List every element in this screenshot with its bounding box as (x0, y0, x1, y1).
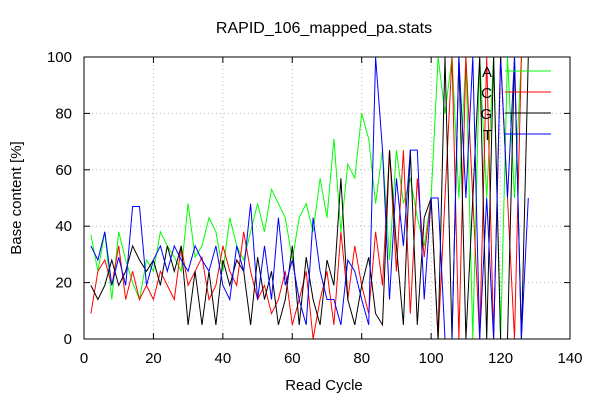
grid-lines (84, 57, 570, 339)
series-line-a (90, 56, 529, 340)
legend-label-a: A (482, 64, 492, 81)
x-tick-label: 120 (488, 350, 513, 367)
y-tick-label: 20 (55, 275, 72, 292)
series-line-g (90, 56, 529, 340)
plot-frame (83, 56, 571, 340)
x-tick-label: 100 (419, 350, 444, 367)
series-line-t (90, 56, 529, 340)
x-tick-label: 20 (145, 350, 162, 367)
x-tick-label: 140 (557, 350, 582, 367)
axis-ticks: 0 20 40 60 80 100 120 140 0 20 40 60 80 100 (47, 49, 583, 367)
y-tick-label: 60 (55, 162, 72, 179)
x-tick-label: 0 (80, 350, 88, 367)
y-tick-label: 40 (55, 218, 72, 235)
x-tick-label: 80 (353, 350, 370, 367)
legend-label-c: C (481, 85, 492, 102)
chart-title: RAPID_106_mapped_pa.stats (216, 20, 432, 37)
y-tick-label: 80 (55, 105, 72, 122)
legend-label-t: T (483, 127, 492, 144)
x-tick-label: 40 (215, 350, 232, 367)
legend-label-g: G (480, 106, 492, 123)
x-tick-label: 60 (284, 350, 301, 367)
y-tick-label: 100 (47, 49, 72, 66)
series-lines (90, 56, 529, 340)
y-tick-label: 0 (64, 331, 72, 348)
x-axis-title: Read Cycle (285, 377, 363, 394)
y-axis-title: Base content [%] (8, 141, 25, 254)
